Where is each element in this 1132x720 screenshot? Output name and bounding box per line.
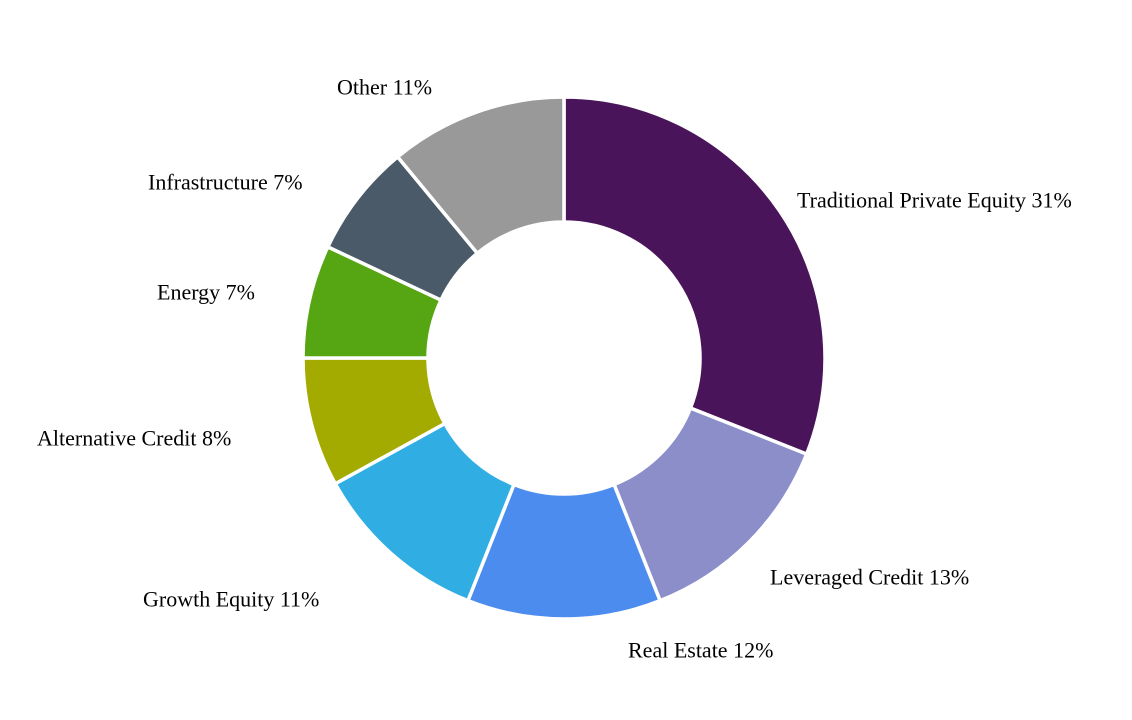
slice-label-infrastructure: Infrastructure 7%: [148, 169, 303, 195]
donut-slice-traditional-private-equity: [562, 95, 827, 457]
slice-label-other: Other 11%: [337, 74, 433, 100]
slice-label-real-estate: Real Estate 12%: [628, 637, 774, 663]
donut-slice-other: [395, 95, 566, 256]
slice-label-alternative-credit: Alternative Credit 8%: [37, 425, 232, 451]
slice-label-energy: Energy 7%: [157, 279, 255, 305]
slice-label-growth-equity: Growth Equity 11%: [143, 586, 320, 612]
slice-label-traditional-private-equity: Traditional Private Equity 31%: [797, 187, 1072, 213]
slice-label-leveraged-credit: Leveraged Credit 13%: [770, 564, 970, 590]
